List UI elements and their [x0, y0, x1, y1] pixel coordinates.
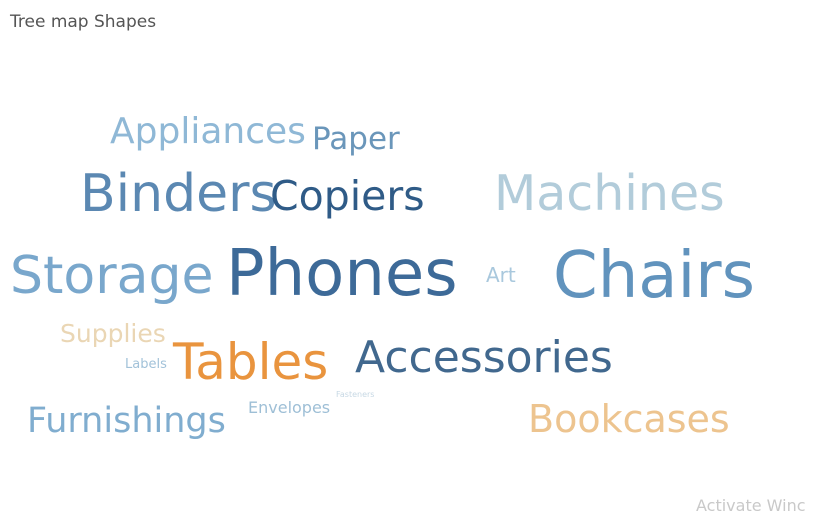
word-supplies: Supplies [60, 319, 166, 348]
word-copiers: Copiers [270, 172, 425, 220]
word-accessories: Accessories [355, 332, 613, 383]
word-storage: Storage [10, 246, 214, 306]
word-envelopes: Envelopes [248, 398, 331, 417]
word-appliances: Appliances [110, 111, 306, 152]
word-chairs: Chairs [553, 239, 755, 313]
word-machines: Machines [494, 165, 725, 222]
word-phones: Phones [226, 237, 458, 311]
word-tables: Tables [173, 333, 329, 391]
word-binders: Binders [80, 164, 277, 224]
word-art: Art [486, 263, 516, 287]
word-paper: Paper [312, 121, 400, 157]
word-labels: Labels [125, 357, 167, 372]
word-furnishings: Furnishings [27, 401, 226, 441]
word-bookcases: Bookcases [528, 397, 730, 441]
word-fasteners: Fasteners [336, 390, 375, 399]
page-title: Tree map Shapes [10, 12, 157, 32]
activation-watermark: Activate Winc [696, 496, 806, 515]
